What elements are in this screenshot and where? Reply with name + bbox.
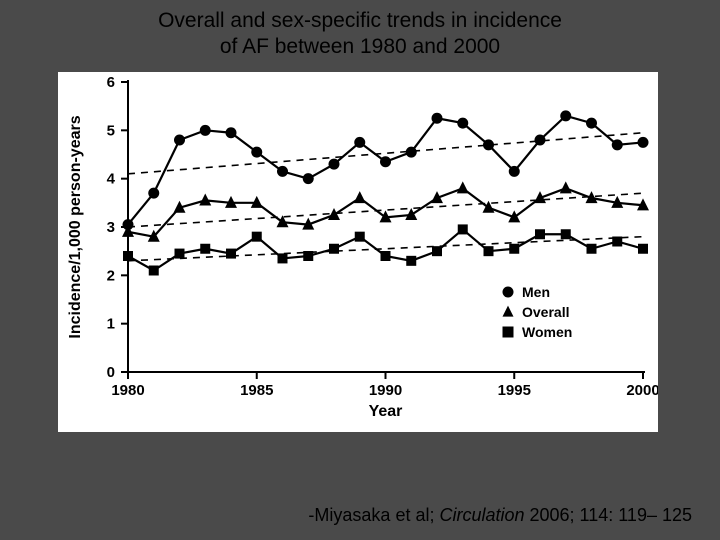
- svg-text:Women: Women: [522, 324, 572, 340]
- svg-text:1980: 1980: [111, 382, 144, 399]
- svg-text:1990: 1990: [369, 382, 402, 399]
- svg-text:1: 1: [107, 316, 115, 333]
- svg-text:2: 2: [107, 267, 115, 284]
- svg-text:Incidence/1,000 person-years: Incidence/1,000 person-years: [67, 115, 84, 338]
- slide-title: Overall and sex-specific trends in incid…: [0, 8, 720, 61]
- svg-text:4: 4: [107, 171, 116, 188]
- svg-text:3: 3: [107, 219, 115, 236]
- svg-text:2000: 2000: [626, 382, 658, 399]
- citation-suffix: 2006; 114: 119– 125: [525, 505, 692, 525]
- svg-text:Overall: Overall: [522, 304, 569, 320]
- chart-container: 0 1 2 3 4 5 6 1980 1985 1990 1995 2000 Year Incidence…: [58, 72, 658, 432]
- svg-text:Year: Year: [369, 403, 403, 420]
- citation-journal: Circulation: [439, 505, 524, 525]
- title-line1: Overall and sex-specific trends in incid…: [158, 9, 562, 32]
- svg-text:1995: 1995: [498, 382, 531, 399]
- citation: -Miyasaka et al; Circulation 2006; 114: …: [308, 505, 692, 526]
- citation-prefix: -Miyasaka et al;: [308, 505, 439, 525]
- svg-text:0: 0: [107, 364, 115, 381]
- svg-text:1985: 1985: [240, 382, 273, 399]
- chart-svg: 0 1 2 3 4 5 6 1980 1985 1990 1995 2000 Year Incidence…: [58, 72, 658, 432]
- svg-text:6: 6: [107, 74, 115, 91]
- slide-root: Overall and sex-specific trends in incid…: [0, 0, 720, 540]
- svg-text:Men: Men: [522, 284, 550, 300]
- title-line2: of AF between 1980 and 2000: [220, 35, 500, 58]
- svg-text:5: 5: [107, 122, 115, 139]
